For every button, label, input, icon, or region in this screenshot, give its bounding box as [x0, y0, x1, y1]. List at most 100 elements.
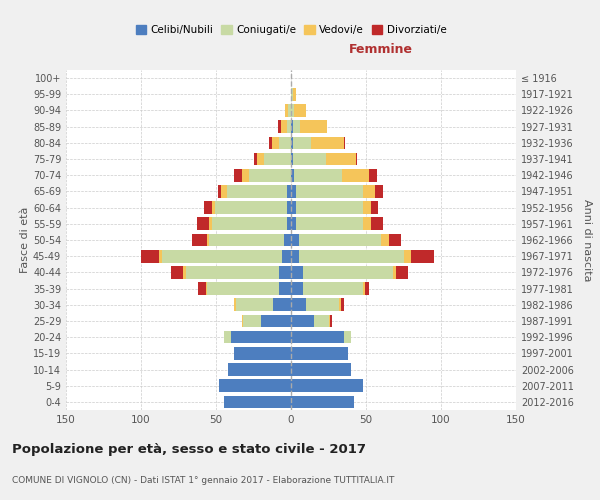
Bar — [254, 152, 257, 166]
Bar — [218, 185, 221, 198]
Bar — [291, 380, 363, 392]
Bar — [306, 298, 339, 311]
Bar — [209, 234, 284, 246]
Bar — [197, 218, 209, 230]
Bar — [343, 331, 351, 344]
Bar — [371, 202, 378, 214]
Bar — [371, 218, 383, 230]
Bar — [277, 120, 281, 133]
Bar — [294, 169, 342, 181]
Bar — [192, 234, 207, 246]
Bar — [291, 120, 293, 133]
Bar — [303, 282, 363, 295]
Bar — [209, 218, 212, 230]
Bar — [291, 185, 296, 198]
Bar — [291, 152, 293, 166]
Bar — [343, 136, 345, 149]
Bar — [291, 88, 293, 101]
Bar — [363, 282, 365, 295]
Bar — [234, 347, 291, 360]
Bar — [355, 152, 357, 166]
Bar — [219, 380, 291, 392]
Bar — [282, 250, 291, 262]
Bar — [300, 120, 327, 133]
Bar — [291, 234, 299, 246]
Bar — [162, 250, 282, 262]
Bar — [291, 331, 343, 344]
Bar — [291, 363, 351, 376]
Bar — [205, 282, 207, 295]
Bar — [293, 120, 300, 133]
Bar — [291, 218, 296, 230]
Bar — [204, 202, 212, 214]
Bar — [231, 331, 291, 344]
Bar — [261, 314, 291, 328]
Text: COMUNE DI VIGNOLO (CN) - Dati ISTAT 1° gennaio 2017 - Elaborazione TUTTITALIA.IT: COMUNE DI VIGNOLO (CN) - Dati ISTAT 1° g… — [12, 476, 394, 485]
Bar — [207, 282, 279, 295]
Bar — [299, 250, 404, 262]
Bar — [228, 363, 291, 376]
Bar — [339, 298, 341, 311]
Bar — [389, 234, 401, 246]
Bar — [287, 202, 291, 214]
Bar — [291, 282, 303, 295]
Bar — [291, 169, 294, 181]
Bar — [287, 218, 291, 230]
Bar — [291, 202, 296, 214]
Bar — [264, 152, 291, 166]
Bar — [284, 234, 291, 246]
Bar — [291, 104, 294, 117]
Bar — [234, 298, 235, 311]
Bar — [296, 185, 363, 198]
Bar — [291, 266, 303, 278]
Bar — [329, 314, 330, 328]
Bar — [293, 88, 296, 101]
Bar — [212, 218, 287, 230]
Bar — [303, 266, 393, 278]
Bar — [341, 298, 343, 311]
Bar — [221, 185, 227, 198]
Bar — [227, 185, 287, 198]
Bar — [294, 104, 306, 117]
Bar — [299, 234, 381, 246]
Bar — [411, 250, 433, 262]
Bar — [212, 202, 215, 214]
Bar — [291, 250, 299, 262]
Bar — [291, 314, 314, 328]
Bar — [287, 185, 291, 198]
Bar — [375, 185, 383, 198]
Bar — [291, 136, 293, 149]
Bar — [314, 314, 329, 328]
Bar — [273, 298, 291, 311]
Bar — [279, 136, 291, 149]
Y-axis label: Fasce di età: Fasce di età — [20, 207, 30, 273]
Bar — [279, 282, 291, 295]
Bar — [365, 282, 369, 295]
Bar — [293, 136, 311, 149]
Bar — [279, 266, 291, 278]
Text: Popolazione per età, sesso e stato civile - 2017: Popolazione per età, sesso e stato civil… — [12, 442, 366, 456]
Bar — [235, 298, 273, 311]
Bar — [234, 169, 241, 181]
Bar — [183, 266, 186, 278]
Bar — [369, 169, 377, 181]
Bar — [311, 136, 343, 149]
Bar — [281, 120, 287, 133]
Bar — [159, 250, 162, 262]
Bar — [215, 202, 287, 214]
Text: Femmine: Femmine — [349, 44, 413, 57]
Bar — [285, 104, 288, 117]
Bar — [363, 185, 375, 198]
Bar — [288, 104, 291, 117]
Bar — [291, 298, 306, 311]
Bar — [257, 152, 264, 166]
Bar — [241, 314, 243, 328]
Bar — [393, 266, 396, 278]
Bar — [325, 152, 355, 166]
Bar — [293, 152, 325, 166]
Bar — [296, 218, 363, 230]
Bar — [296, 202, 363, 214]
Bar — [271, 136, 279, 149]
Bar — [363, 202, 371, 214]
Y-axis label: Anni di nascita: Anni di nascita — [582, 198, 592, 281]
